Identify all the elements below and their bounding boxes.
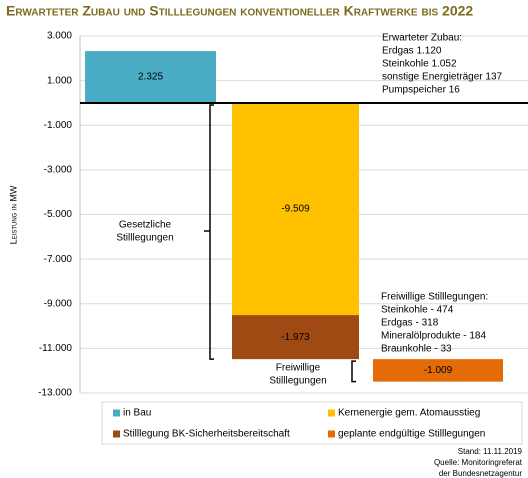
y-tick-label: -11.000	[39, 343, 73, 354]
y-tick-label: -1.000	[44, 120, 73, 131]
legend-swatch	[113, 409, 120, 417]
legend-frame	[101, 401, 523, 445]
annotation: sonstige Energieträger 137	[382, 72, 503, 83]
annotation: Steinkohle 1.052	[382, 59, 457, 70]
bracket-label: Freiwillige	[276, 363, 321, 374]
annotation: Erdgas - 318	[381, 318, 439, 329]
value-label: -1.973	[281, 332, 310, 343]
bar	[232, 102, 359, 316]
legend-label: geplante endgültige Stilllegungen	[338, 429, 485, 440]
bracket-label: Stilllegungen	[116, 233, 173, 244]
legend-swatch	[328, 409, 335, 417]
source-note: Stand: 11.11.2019	[458, 447, 523, 456]
legend-label: Stilllegung BK-Sicherheitsbereitschaft	[123, 429, 290, 440]
y-tick-label: 1.000	[47, 75, 72, 86]
annotation: Mineralölprodukte - 184	[381, 331, 486, 342]
value-label: 2.325	[138, 72, 163, 83]
legend-swatch	[113, 430, 120, 438]
annotation: Erwarteter Zubau:	[382, 33, 462, 44]
legend-swatch	[328, 430, 335, 438]
y-tick-label: -7.000	[44, 254, 73, 265]
bracket	[351, 360, 356, 383]
y-tick-label: 3.000	[47, 31, 72, 42]
bar	[232, 315, 359, 360]
y-tick-label: -13.000	[38, 388, 72, 399]
bar	[373, 359, 503, 382]
y-tick-label: -5.000	[44, 209, 73, 220]
source-note: Quelle: Monitoringreferat	[434, 458, 523, 467]
annotation: Pumpspeicher 16	[382, 85, 460, 96]
y-tick-label: -3.000	[44, 165, 73, 176]
annotation: Erdgas 1.120	[382, 46, 442, 57]
annotation: Freiwillige Stilllegungen:	[381, 292, 488, 303]
bracket-label: Gesetzliche	[119, 220, 172, 231]
y-tick-label: -9.000	[44, 298, 73, 309]
bar	[85, 51, 216, 103]
value-label: -9.509	[281, 204, 310, 215]
bracket-label: Stilllegungen	[269, 376, 326, 387]
annotation: Steinkohle - 474	[381, 305, 454, 316]
source-note: der Bundesnetzagentur	[439, 469, 523, 478]
annotation: Braunkohle - 33	[381, 344, 452, 355]
bracket	[204, 104, 214, 360]
value-label: -1.009	[424, 365, 453, 376]
legend-label: Kernenergie gem. Atomausstieg	[338, 408, 480, 419]
y-axis-label: Leistung in MW	[8, 185, 18, 244]
chart-title: Erwarteter Zubau und Stilllegungen konve…	[6, 3, 473, 19]
legend-label: in Bau	[123, 408, 151, 419]
